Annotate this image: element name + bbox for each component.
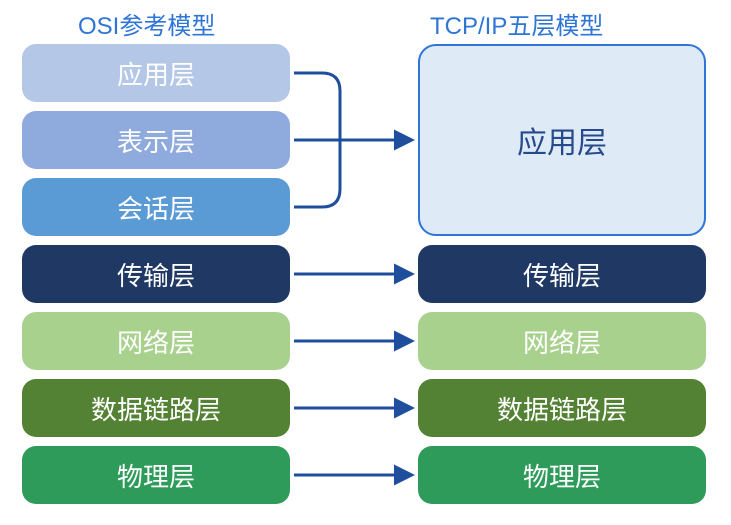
- osi-tcpip-diagram: OSI参考模型 TCP/IP五层模型 应用层 表示层 会话层 传输层 网络层 数…: [0, 0, 731, 525]
- layer-label: 网络层: [523, 323, 601, 360]
- tcpip-layer-transport: 传输层: [418, 245, 706, 303]
- osi-layer-network: 网络层: [22, 312, 290, 370]
- layer-label: 应用层: [517, 118, 607, 162]
- tcpip-layer-physical: 物理层: [418, 446, 706, 504]
- osi-layer-session: 会话层: [22, 178, 290, 236]
- osi-layer-transport: 传输层: [22, 245, 290, 303]
- osi-title: OSI参考模型: [78, 6, 215, 41]
- tcpip-layer-datalink: 数据链路层: [418, 379, 706, 437]
- layer-label: 传输层: [117, 256, 195, 293]
- layer-label: 数据链路层: [91, 390, 221, 427]
- tcpip-layer-application: 应用层: [418, 44, 706, 236]
- layer-label: 应用层: [117, 55, 195, 92]
- layer-label: 物理层: [523, 457, 601, 494]
- tcpip-layer-network: 网络层: [418, 312, 706, 370]
- tcpip-title: TCP/IP五层模型: [430, 6, 603, 41]
- osi-layer-presentation: 表示层: [22, 111, 290, 169]
- osi-layer-datalink: 数据链路层: [22, 379, 290, 437]
- layer-label: 表示层: [117, 122, 195, 159]
- osi-layer-physical: 物理层: [22, 446, 290, 504]
- layer-label: 会话层: [117, 189, 195, 226]
- layer-label: 传输层: [523, 256, 601, 293]
- layer-label: 数据链路层: [497, 390, 627, 427]
- osi-layer-application: 应用层: [22, 44, 290, 102]
- layer-label: 物理层: [117, 457, 195, 494]
- layer-label: 网络层: [117, 323, 195, 360]
